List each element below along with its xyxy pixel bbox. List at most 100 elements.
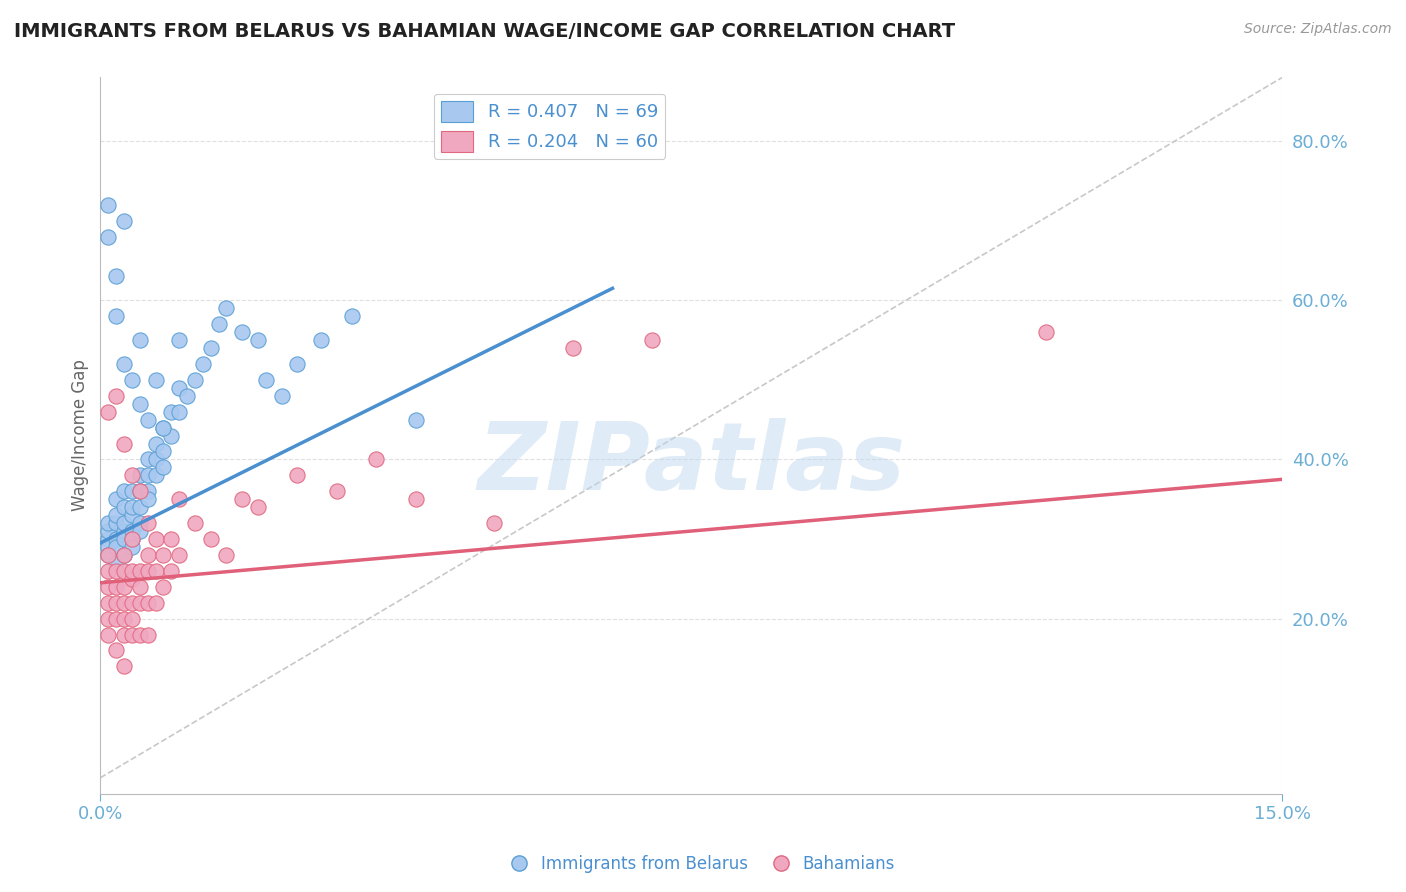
Text: ZIPatlas: ZIPatlas [477, 418, 905, 510]
Point [136, 564, 159, 578]
Point [254, 373, 277, 387]
Point [641, 333, 664, 347]
Point [112, 564, 135, 578]
Point [97, 540, 120, 554]
Point [128, 564, 150, 578]
Point [105, 580, 128, 594]
Point [160, 532, 183, 546]
Point [121, 611, 143, 625]
Point [112, 532, 135, 546]
Point [136, 484, 159, 499]
Point [105, 596, 128, 610]
Point [112, 548, 135, 562]
Point [97, 198, 120, 212]
Point [105, 532, 128, 546]
Point [152, 420, 174, 434]
Point [121, 564, 143, 578]
Point [105, 564, 128, 578]
Point [105, 556, 128, 570]
Text: Source: ZipAtlas.com: Source: ZipAtlas.com [1244, 22, 1392, 37]
Point [121, 532, 143, 546]
Point [121, 468, 143, 483]
Point [105, 309, 128, 323]
Point [112, 500, 135, 515]
Point [97, 596, 120, 610]
Point [136, 468, 159, 483]
Text: IMMIGRANTS FROM BELARUS VS BAHAMIAN WAGE/INCOME GAP CORRELATION CHART: IMMIGRANTS FROM BELARUS VS BAHAMIAN WAGE… [14, 22, 955, 41]
Point [405, 492, 427, 507]
Point [136, 548, 159, 562]
Point [128, 524, 150, 538]
Point [309, 333, 332, 347]
Point [231, 325, 253, 339]
Point [160, 564, 183, 578]
Point [97, 548, 120, 562]
Point [285, 357, 308, 371]
Point [112, 611, 135, 625]
Point [366, 452, 388, 467]
Point [152, 420, 174, 434]
Point [231, 492, 253, 507]
Point [145, 532, 167, 546]
Point [136, 627, 159, 641]
Point [121, 540, 143, 554]
Point [105, 516, 128, 530]
Point [191, 357, 214, 371]
Point [145, 373, 167, 387]
Point [136, 596, 159, 610]
Point [562, 341, 585, 355]
Point [200, 341, 222, 355]
Point [145, 564, 167, 578]
Point [121, 524, 143, 538]
Point [121, 373, 143, 387]
Point [128, 580, 150, 594]
Point [405, 412, 427, 426]
Point [121, 572, 143, 586]
Point [145, 596, 167, 610]
Point [105, 540, 128, 554]
Point [128, 627, 150, 641]
Point [484, 516, 506, 530]
Point [136, 516, 159, 530]
Point [145, 436, 167, 450]
Point [152, 444, 174, 458]
Point [215, 301, 238, 316]
Point [136, 452, 159, 467]
Point [112, 213, 135, 227]
Point [325, 484, 347, 499]
Point [1035, 325, 1057, 339]
Point [152, 580, 174, 594]
Point [105, 389, 128, 403]
Point [128, 596, 150, 610]
Point [167, 492, 190, 507]
Point [105, 643, 128, 657]
Point [112, 357, 135, 371]
Point [97, 548, 120, 562]
Point [246, 500, 269, 515]
Point [97, 229, 120, 244]
Point [145, 468, 167, 483]
Point [112, 580, 135, 594]
Point [184, 516, 207, 530]
Point [285, 468, 308, 483]
Point [97, 627, 120, 641]
Point [121, 484, 143, 499]
Point [160, 405, 183, 419]
Point [167, 405, 190, 419]
Point [128, 468, 150, 483]
Point [128, 484, 150, 499]
Point [128, 484, 150, 499]
Point [97, 580, 120, 594]
Point [121, 596, 143, 610]
Point [112, 627, 135, 641]
Point [167, 333, 190, 347]
Legend: Immigrants from Belarus, Bahamians: Immigrants from Belarus, Bahamians [505, 848, 901, 880]
Point [105, 508, 128, 523]
Point [136, 412, 159, 426]
Point [176, 389, 198, 403]
Point [167, 548, 190, 562]
Point [97, 405, 120, 419]
Point [121, 500, 143, 515]
Point [136, 492, 159, 507]
Point [128, 500, 150, 515]
